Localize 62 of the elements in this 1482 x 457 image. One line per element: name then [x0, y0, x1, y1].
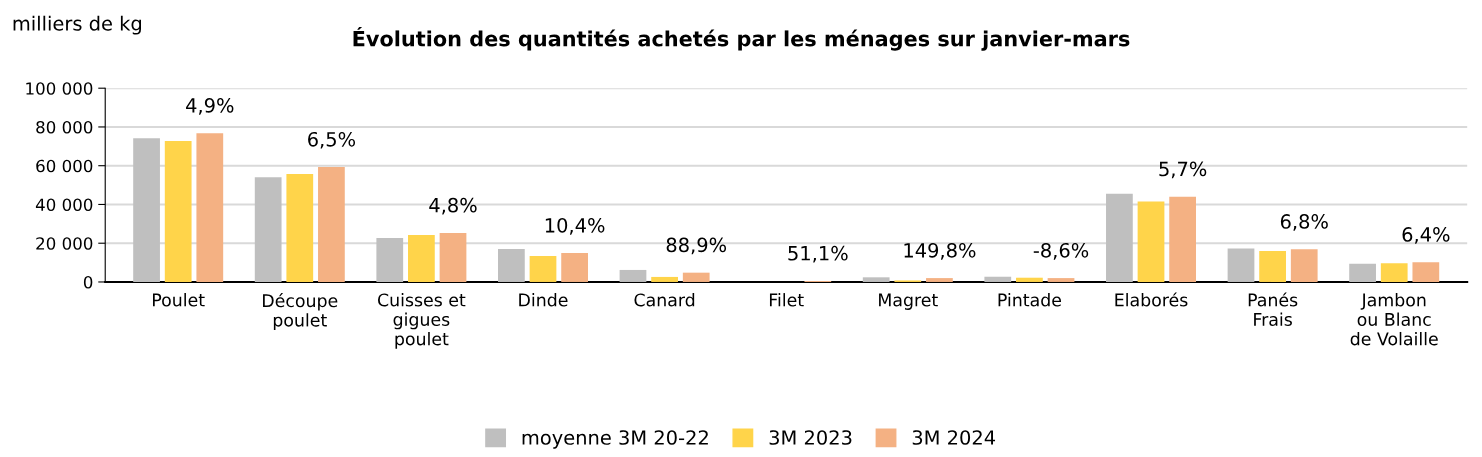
bar: [1349, 263, 1376, 282]
bar: [1137, 201, 1165, 282]
bar: [561, 253, 588, 282]
legend-label: 3M 2023: [769, 430, 852, 445]
annotation: 10,4%: [545, 217, 605, 235]
x-tick-label: Pintade: [998, 293, 1062, 307]
annotation: -8,6%: [1033, 242, 1089, 260]
bar: [439, 232, 467, 282]
legend-label: 3M 2024: [912, 430, 996, 445]
bar: [862, 277, 890, 282]
bar: [164, 141, 192, 282]
x-tick-label: Canard: [634, 293, 695, 307]
x-tick-label: Filet: [769, 293, 804, 307]
legend-label: moyenne 3M 20-22: [522, 430, 708, 449]
annotation: 6,5%: [308, 131, 356, 149]
bar: [133, 138, 160, 282]
chart-title: Évolution des quantités achetés par les ménages sur janvier-mars: [353, 26, 1130, 51]
x-tick-label: Magret: [879, 293, 938, 310]
bar: [984, 276, 1012, 282]
annotation: 149,8%: [904, 242, 976, 260]
bar: [1380, 263, 1408, 282]
x-tick-label: Poulet: [153, 293, 205, 307]
bar: [1290, 249, 1318, 282]
y-tick-label: 40 000: [35, 198, 93, 212]
x-tick-label: Découpe poulet: [263, 293, 338, 331]
annotation: 51,1%: [788, 245, 848, 263]
bar: [376, 237, 404, 282]
bar: [926, 278, 953, 282]
bar: [498, 249, 525, 282]
bar: [1259, 250, 1286, 282]
bar: [682, 272, 710, 282]
y-tick-label: 0: [83, 275, 93, 289]
bar: [1169, 196, 1196, 282]
bar: [619, 269, 647, 282]
bar: [1047, 278, 1075, 282]
x-tick-label: Cuisses et gigues poulet: [377, 293, 466, 349]
bar: [1412, 262, 1440, 282]
y-axis-title: milliers de kg: [13, 15, 141, 35]
x-tick-label: Jambon ou Blanc de Volaille: [1350, 293, 1438, 346]
bar: [254, 177, 282, 282]
y-tick-label: 20 000: [36, 237, 93, 250]
y-tick-label: 100 000: [26, 82, 93, 95]
annotation: 4,8%: [429, 197, 477, 215]
annotation: 6,8%: [1280, 214, 1328, 231]
y-tick-label: 80 000: [36, 120, 93, 134]
bar: [196, 133, 224, 282]
annotation: 88,9%: [666, 237, 727, 255]
x-tick-label: Elaborés: [1115, 292, 1188, 307]
y-tick-label: 60 000: [36, 159, 93, 173]
annotation: 4,9%: [186, 98, 234, 115]
annotation: 5,7%: [1159, 161, 1207, 179]
annotation: 6,4%: [1402, 227, 1450, 244]
bar: [1106, 193, 1133, 282]
bar: [318, 167, 345, 282]
bar: [408, 235, 435, 282]
bar: [1227, 248, 1255, 282]
bar: [1016, 277, 1043, 282]
x-tick-label: Dinde: [519, 293, 568, 307]
bar: [651, 276, 678, 282]
x-tick-label: Panés Frais: [1248, 292, 1298, 326]
bar: [529, 256, 557, 282]
bar: [286, 174, 314, 282]
